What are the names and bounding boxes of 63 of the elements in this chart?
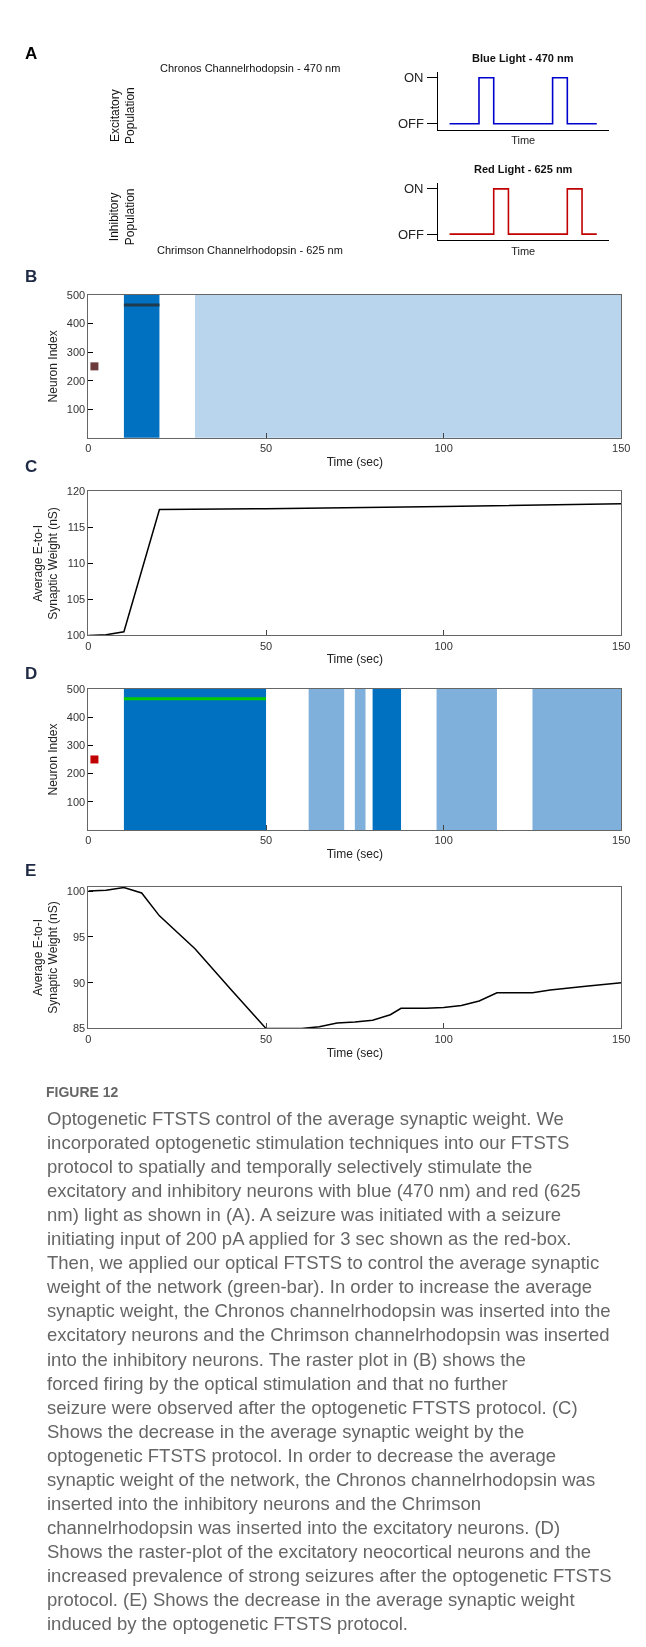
x-tick-label: 100 xyxy=(434,834,453,847)
x-tick-label: 150 xyxy=(612,1032,631,1045)
y-tick-label: 400 xyxy=(66,317,86,330)
y-tick-label: 115 xyxy=(67,521,86,534)
y-tick-label: 95 xyxy=(72,930,86,943)
x-axis-title: Time (sec) xyxy=(326,1045,383,1060)
text: Excitatory Population xyxy=(107,87,138,144)
y-tick-label: 120 xyxy=(66,485,86,498)
text: ON xyxy=(404,70,424,85)
chart-title: Blue Light - 470 nm xyxy=(472,52,574,64)
y-tick-label: 100 xyxy=(66,629,86,642)
y-tick-label: 100 xyxy=(66,795,86,808)
x-tick-label: 150 xyxy=(612,639,631,652)
y-tick-label: 200 xyxy=(66,767,86,780)
chart-title: C xyxy=(25,457,38,476)
y-axis-title: Neuron Index xyxy=(46,723,61,796)
chart-title: D xyxy=(25,664,38,683)
x-axis-title: Time (sec) xyxy=(326,454,383,469)
chart-title: Red Light - 625 nm xyxy=(474,163,573,175)
y-axis-title: Average E-to-I Synaptic Weight (nS) xyxy=(30,901,61,1014)
y-tick-label: 110 xyxy=(67,557,86,570)
text: Optogenetic FTSTS control of the average synaptic weight. We incorporated optogenetic stimulation techniques into our FTSTS protocol to spatially and temporally selectively stimulate the excitatory and inhibitory neurons with blue (470 nm) and red (625 nm) light as shown in (A). A seizure was initiated with a seizure initiating input of 200 pA applied for 3 sec shown as the red-box. Then, we applied our optical FTSTS to control the average synaptic weight of the network (green-bar). In order to increase the average synaptic weight, the Chronos channelrhodopsin was inserted into the excitatory neurons and the Chrimson channelrhodopsin was inserted into the inhibitory neurons. The raster plot in (B) shows the forced firing by the optical stimulation and that no further seizure were observed after the optogenetic FTSTS protocol. (C) Shows the decrease in the average synaptic weight by the optogenetic FTSTS protocol. In order to decrease the average synaptic weight of the network, the Chronos channelrhodopsin was inserted into the inhibitory neurons and the Chrimson channelrhodopsin was inserted into the excitatory neurons. (D) Shows the raster-plot of the excitatory neocortical neurons and the increased prevalence of strong seizures after the optogenetic FTSTS protocol. (E) Shows the decrease in the average synaptic weight induced by the optogenetic FTSTS protocol. xyxy=(47,1108,612,1635)
x-tick-label: 0 xyxy=(85,442,92,455)
x-axis-title: Time (sec) xyxy=(326,652,383,667)
text: ON xyxy=(404,181,424,196)
x-tick-label: 50 xyxy=(259,442,273,455)
y-axis-title: Average E-to-I Synaptic Weight (nS) xyxy=(30,507,61,620)
x-tick-label: 100 xyxy=(434,442,453,455)
y-tick-label: 300 xyxy=(66,345,86,358)
text: OFF xyxy=(398,227,425,242)
x-tick-label: 150 xyxy=(612,834,631,847)
chart-title: B xyxy=(25,267,38,286)
x-axis-title: Time xyxy=(511,244,536,257)
text: OFF xyxy=(398,116,425,131)
x-tick-label: 100 xyxy=(434,1032,453,1045)
x-tick-label: 100 xyxy=(434,639,453,652)
text: Chrimson Channelrhodopsin - 625 nm xyxy=(157,244,343,256)
x-tick-label: 150 xyxy=(612,442,631,455)
x-tick-label: 0 xyxy=(85,639,92,652)
y-tick-label: 90 xyxy=(72,976,86,989)
x-tick-label: 0 xyxy=(85,834,92,847)
x-tick-label: 50 xyxy=(259,1032,273,1045)
text: A xyxy=(25,44,38,63)
y-tick-label: 100 xyxy=(66,403,86,416)
x-tick-label: 50 xyxy=(259,639,273,652)
y-tick-label: 100 xyxy=(66,884,86,897)
y-tick-label: 500 xyxy=(66,682,86,695)
chart-title: E xyxy=(25,861,37,880)
y-tick-label: 85 xyxy=(72,1022,86,1035)
x-tick-label: 50 xyxy=(259,834,273,847)
text: Chronos Channelrhodopsin - 470 nm xyxy=(160,62,341,74)
y-axis-title: Neuron Index xyxy=(46,330,61,403)
x-tick-label: 0 xyxy=(85,1032,92,1045)
x-axis-title: Time (sec) xyxy=(326,847,383,862)
y-tick-label: 105 xyxy=(66,593,86,606)
line-series xyxy=(88,502,622,636)
y-tick-label: 200 xyxy=(66,374,86,387)
y-tick-label: 300 xyxy=(66,739,86,752)
y-tick-label: 500 xyxy=(66,288,86,301)
text: Inhibitory Population xyxy=(107,188,137,246)
y-tick-label: 400 xyxy=(66,711,86,724)
text: FIGURE 12 xyxy=(46,1084,119,1100)
x-axis-title: Time xyxy=(511,134,536,147)
